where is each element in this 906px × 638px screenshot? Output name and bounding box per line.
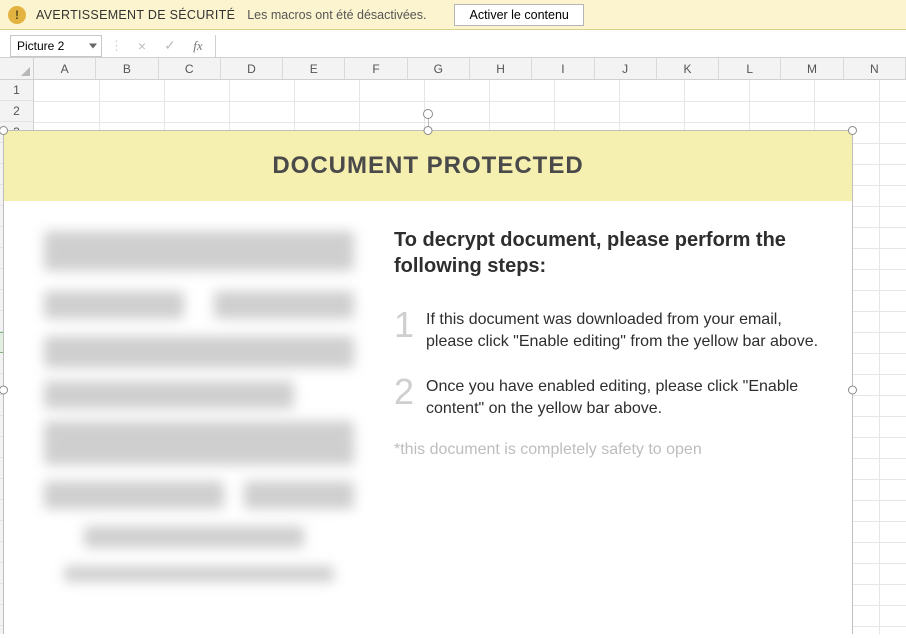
enable-content-button[interactable]: Activer le contenu [454, 4, 583, 26]
security-warning-title: AVERTISSEMENT DE SÉCURITÉ [36, 8, 235, 22]
resize-handle-top[interactable] [424, 126, 433, 135]
name-box[interactable]: Picture 2 [10, 35, 102, 57]
row-header[interactable]: 2 [0, 101, 33, 122]
picture-title: DOCUMENT PROTECTED [272, 152, 583, 180]
resize-handle-right[interactable] [848, 386, 857, 395]
column-header[interactable]: H [470, 58, 532, 79]
column-header[interactable]: G [408, 58, 470, 79]
shield-exclamation-icon: ! [8, 6, 26, 24]
column-header[interactable]: C [159, 58, 221, 79]
spreadsheet-area: ABCDEFGHIJKLMN 1234567891011121314151617… [0, 58, 906, 634]
blurred-document-preview [24, 221, 374, 601]
column-header[interactable]: M [781, 58, 843, 79]
column-header[interactable]: E [283, 58, 345, 79]
column-header[interactable]: K [657, 58, 719, 79]
column-header[interactable]: I [532, 58, 594, 79]
confirm-icon[interactable]: ✓ [159, 35, 181, 57]
column-header[interactable]: D [221, 58, 283, 79]
column-headers: ABCDEFGHIJKLMN [34, 58, 906, 80]
instruction-step: 2 Once you have enabled editing, please … [394, 374, 832, 419]
step-number: 2 [394, 374, 414, 419]
embedded-picture-object[interactable]: DOCUMENT PROTECTED To decrypt document, … [3, 130, 853, 634]
fx-icon[interactable]: fx [187, 35, 209, 57]
name-box-value: Picture 2 [17, 39, 64, 53]
formula-bar-separator: ⋮ [108, 38, 125, 54]
step-text: If this document was downloaded from you… [426, 307, 832, 352]
instruction-step: 1 If this document was downloaded from y… [394, 307, 832, 352]
instructions-lead: To decrypt document, please perform the … [394, 227, 832, 279]
picture-body: To decrypt document, please perform the … [4, 201, 852, 611]
resize-handle-top-right[interactable] [848, 126, 857, 135]
column-header[interactable]: A [34, 58, 96, 79]
security-warning-bar: ! AVERTISSEMENT DE SÉCURITÉ Les macros o… [0, 0, 906, 30]
rotation-handle[interactable] [423, 109, 433, 119]
column-header[interactable]: F [345, 58, 407, 79]
row-header[interactable]: 1 [0, 80, 33, 101]
step-number: 1 [394, 307, 414, 352]
formula-bar: Picture 2 ⋮ × ✓ fx [0, 30, 906, 58]
security-warning-message: Les macros ont été désactivées. [247, 8, 426, 22]
picture-header: DOCUMENT PROTECTED [4, 131, 852, 201]
instructions-footnote: *this document is completely safety to o… [394, 441, 832, 459]
cancel-icon[interactable]: × [131, 35, 153, 57]
select-all-corner[interactable] [0, 58, 34, 80]
formula-input[interactable] [215, 35, 906, 57]
chevron-down-icon[interactable] [89, 43, 97, 48]
column-header[interactable]: J [595, 58, 657, 79]
column-header[interactable]: N [844, 58, 906, 79]
instructions-panel: To decrypt document, please perform the … [394, 221, 832, 601]
step-text: Once you have enabled editing, please cl… [426, 374, 832, 419]
column-header[interactable]: L [719, 58, 781, 79]
column-header[interactable]: B [96, 58, 158, 79]
